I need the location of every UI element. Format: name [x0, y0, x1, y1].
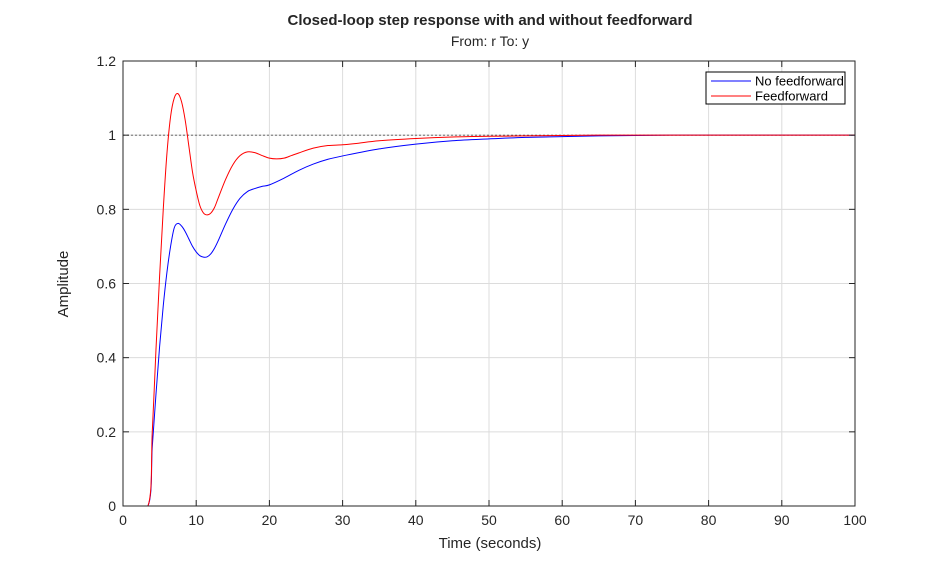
x-ticks: 0 10 20 30 40 50 60 70 80 90 100: [119, 61, 867, 528]
grid: [123, 61, 855, 506]
x-tick-label: 100: [843, 512, 867, 528]
legend: No feedforward Feedforward: [705, 71, 846, 105]
x-tick-label: 90: [774, 512, 790, 528]
chart-title: Closed-loop step response with and witho…: [287, 12, 692, 29]
y-tick-label: 1.2: [97, 53, 117, 69]
x-tick-label: 0: [119, 512, 127, 528]
x-tick-label: 20: [262, 512, 278, 528]
chart-subtitle: From: r To: y: [451, 33, 529, 49]
y-tick-label: 0.4: [97, 350, 117, 366]
legend-box: [705, 71, 846, 105]
x-tick-label: 70: [628, 512, 644, 528]
y-tick-label: 0.2: [97, 424, 117, 440]
x-tick-label: 50: [481, 512, 497, 528]
y-axis-label: Amplitude: [55, 251, 72, 318]
x-tick-label: 30: [335, 512, 351, 528]
series-line-no-feedforward: [123, 134, 855, 507]
y-tick-label: 1: [108, 127, 116, 143]
x-tick-label: 60: [554, 512, 570, 528]
y-ticks: 0 0.2 0.4 0.6 0.8 1 1.2: [97, 53, 855, 514]
x-axis-label: Time (seconds): [439, 535, 542, 552]
legend-label-feedforward: Feedforward: [755, 89, 828, 104]
y-tick-label: 0.6: [97, 276, 117, 292]
series-layer: [123, 92, 855, 507]
y-tick-label: 0.8: [97, 201, 117, 217]
x-tick-label: 80: [701, 512, 717, 528]
x-tick-label: 10: [188, 512, 204, 528]
legend-label-no-feedforward: No feedforward: [755, 74, 844, 89]
x-tick-label: 40: [408, 512, 424, 528]
series-line-feedforward: [123, 92, 855, 507]
y-tick-label: 0: [108, 498, 116, 514]
